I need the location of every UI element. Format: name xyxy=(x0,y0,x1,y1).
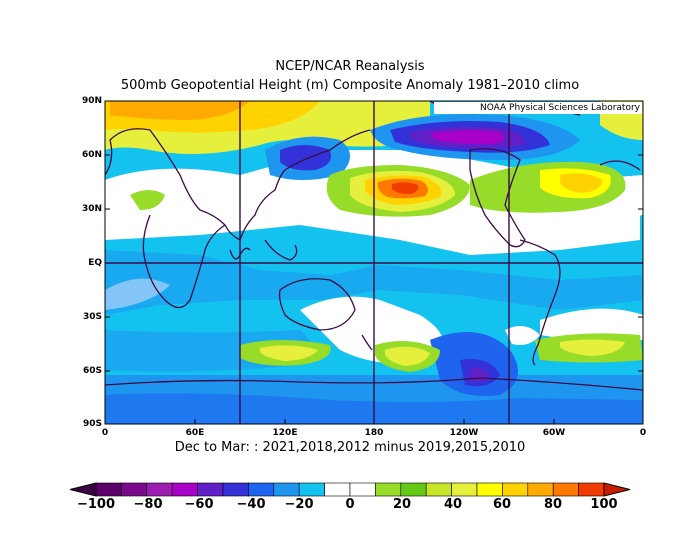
lon-label-0-end: 0 xyxy=(639,428,647,438)
lon-label-120e: 120E xyxy=(272,428,298,438)
colorbar-swatch xyxy=(95,482,122,497)
lon-label-0: 0 xyxy=(101,428,109,438)
colorbar-label: 40 xyxy=(443,497,463,512)
colorbar-swatch xyxy=(248,482,275,497)
colorbar-label: −80 xyxy=(133,497,163,512)
colorbar-label: 80 xyxy=(543,497,563,512)
lat-label-90n: 90N xyxy=(81,96,102,106)
colorbar-max-arrow xyxy=(603,482,631,497)
colorbar-swatch xyxy=(400,482,427,497)
colorbar-swatch xyxy=(502,482,529,497)
colorbar-label: 100 xyxy=(590,497,618,512)
title-line-2: 500mb Geopotential Height (m) Composite … xyxy=(120,78,580,93)
lat-label-60s: 60S xyxy=(82,366,102,376)
colorbar-swatch xyxy=(552,482,579,497)
lon-label-120w: 120W xyxy=(449,428,479,438)
colorbar-label: 20 xyxy=(392,497,412,512)
colorbar-label: −100 xyxy=(76,497,116,512)
colorbar-swatch xyxy=(349,482,376,497)
lat-label-30n: 30N xyxy=(81,204,102,214)
colorbar-label: −60 xyxy=(184,497,214,512)
colorbar-swatch xyxy=(171,482,198,497)
colorbar-swatch xyxy=(222,482,249,497)
credit-label: NOAA Physical Sciences Laboratory xyxy=(434,102,642,114)
lon-label-60e: 60E xyxy=(185,428,205,438)
colorbar-swatch xyxy=(298,482,325,497)
colorbar-min-arrow xyxy=(69,482,97,497)
colorbar-swatch xyxy=(375,482,402,497)
colorbar-swatch xyxy=(146,482,173,497)
lon-label-180: 180 xyxy=(364,428,384,438)
colorbar-swatch xyxy=(476,482,503,497)
map-subtitle: Dec to Mar: : 2021,2018,2012 minus 2019,… xyxy=(174,440,526,455)
lon-label-60w: 60W xyxy=(542,428,566,438)
title-line-1: NCEP/NCAR Reanalysis xyxy=(275,59,425,74)
lat-label-90s: 90S xyxy=(82,419,102,429)
colorbar-swatch xyxy=(451,482,478,497)
lat-label-30s: 30S xyxy=(82,312,102,322)
colorbar-swatch xyxy=(527,482,554,497)
colorbar-label: −20 xyxy=(284,497,314,512)
colorbar-label: −40 xyxy=(236,497,266,512)
lat-label-60n: 60N xyxy=(81,150,102,160)
colorbar-swatch xyxy=(197,482,224,497)
colorbar-swatch xyxy=(578,482,605,497)
lat-label-eq: EQ xyxy=(88,258,102,268)
colorbar-swatch xyxy=(273,482,300,497)
colorbar-swatch xyxy=(425,482,452,497)
colorbar-label: 60 xyxy=(492,497,512,512)
colorbar-swatch xyxy=(121,482,148,497)
colorbar-label: 0 xyxy=(345,497,355,512)
colorbar-swatch xyxy=(324,482,351,497)
